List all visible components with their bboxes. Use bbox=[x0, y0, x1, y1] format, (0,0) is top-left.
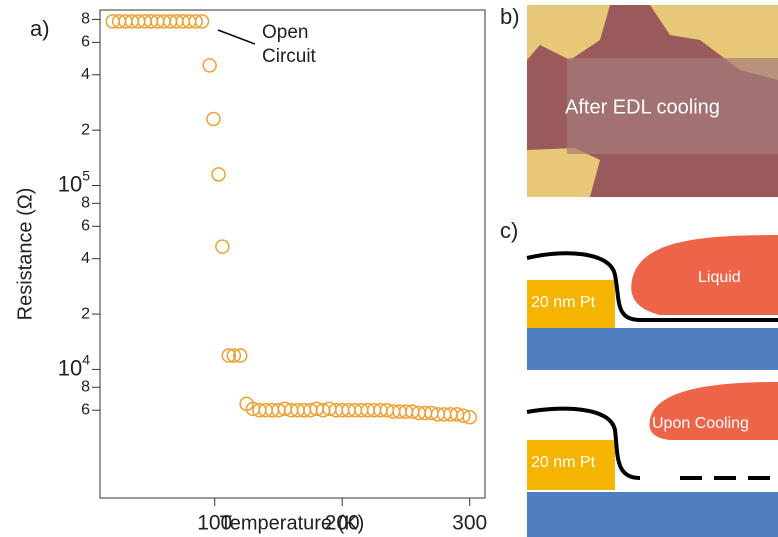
x-tick-label: 200 bbox=[325, 512, 360, 535]
x-tick-label: 100 bbox=[197, 512, 232, 535]
y-tick-label: 4 bbox=[81, 250, 90, 267]
data-point bbox=[456, 408, 471, 424]
cooling-label: Upon Cooling bbox=[652, 415, 749, 432]
pt-label: 20 nm Pt bbox=[531, 454, 596, 471]
plot-frame bbox=[99, 9, 486, 499]
micrograph bbox=[527, 5, 778, 197]
annotation-line bbox=[217, 29, 256, 45]
data-point bbox=[188, 14, 203, 29]
panel-label: a) bbox=[30, 16, 50, 41]
data-point bbox=[194, 14, 210, 29]
y-tick-label: 6 bbox=[81, 401, 90, 418]
data-point bbox=[232, 348, 248, 363]
y-tick-label: 105 bbox=[58, 167, 90, 196]
y-tick-label: 104 bbox=[58, 351, 90, 380]
data-point bbox=[206, 111, 221, 127]
y-tick-label: 8 bbox=[81, 11, 90, 28]
data-point bbox=[215, 239, 230, 254]
data-point bbox=[462, 409, 477, 425]
y-tick-label: 6 bbox=[81, 34, 90, 51]
panel-label: c) bbox=[500, 218, 518, 243]
data-point bbox=[221, 348, 237, 363]
annotation: Open bbox=[262, 22, 308, 43]
data-point bbox=[226, 348, 242, 363]
data-point bbox=[202, 58, 217, 73]
data-point bbox=[211, 167, 226, 182]
diagram bbox=[526, 235, 778, 537]
annotation: Circuit bbox=[262, 46, 317, 67]
liquid-label: Liquid bbox=[698, 269, 741, 286]
x-tick-label: 300 bbox=[452, 512, 487, 535]
x-axis-label: Temperature (K) bbox=[220, 512, 365, 534]
y-tick-label: 8 bbox=[81, 195, 90, 212]
y-tick-label: 6 bbox=[81, 218, 90, 235]
y-tick-label: 2 bbox=[81, 121, 90, 138]
y-axis-label: Resistance (Ω) bbox=[14, 188, 36, 321]
pt-label: 20 nm Pt bbox=[531, 294, 596, 311]
photo-caption: After EDL cooling bbox=[565, 96, 720, 118]
y-tick-label: 2 bbox=[81, 305, 90, 322]
panel-label: b) bbox=[500, 4, 520, 29]
y-tick-label: 8 bbox=[81, 378, 90, 395]
y-tick-label: 4 bbox=[81, 66, 90, 83]
